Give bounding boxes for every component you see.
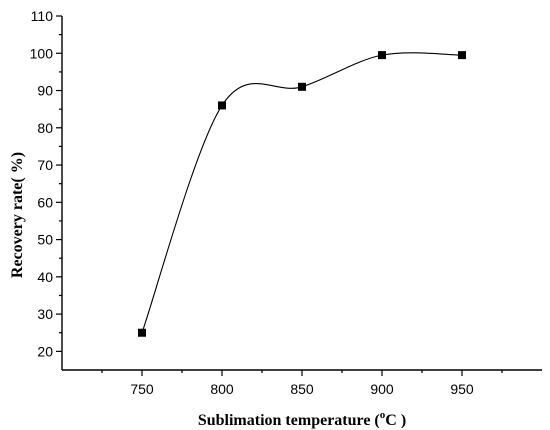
data-point	[218, 101, 226, 110]
y-tick-label: 20	[37, 343, 53, 359]
data-point	[138, 328, 146, 337]
y-tick-label: 90	[37, 83, 53, 99]
y-tick-label: 70	[37, 157, 53, 173]
x-axis-title-unit: C )	[385, 412, 406, 429]
data-point	[378, 51, 386, 60]
x-axis-title-text: Sublimation temperature (	[198, 412, 380, 429]
data-point	[298, 82, 306, 91]
y-tick-label: 110	[31, 8, 54, 24]
y-axis-title: Recovery rate( %)	[9, 152, 26, 278]
y-tick-label: 50	[37, 232, 53, 248]
x-axis-title-superscript: o	[380, 409, 386, 421]
x-tick-label: 950	[450, 381, 474, 397]
x-axis-title: Sublimation temperature (oC )	[198, 409, 406, 429]
axes	[61, 16, 542, 371]
y-tick-label: 40	[37, 269, 53, 285]
x-tick-label: 900	[370, 381, 394, 397]
x-tick-label: 850	[290, 381, 314, 397]
y-tick-label: 60	[37, 194, 53, 210]
y-tick-label: 80	[37, 120, 53, 136]
y-tick-label: 30	[37, 306, 53, 322]
x-tick-label: 800	[210, 381, 234, 397]
y-axis-ticks: 20 30 40 50 60 70 80 90 100 110	[30, 8, 62, 359]
x-axis-ticks: 750 800 850 900 950	[101, 370, 503, 397]
data-point	[458, 51, 466, 60]
x-tick-label: 750	[130, 381, 154, 397]
y-tick-label: 100	[30, 45, 54, 61]
data-markers	[138, 51, 466, 337]
series-line	[141, 52, 463, 333]
